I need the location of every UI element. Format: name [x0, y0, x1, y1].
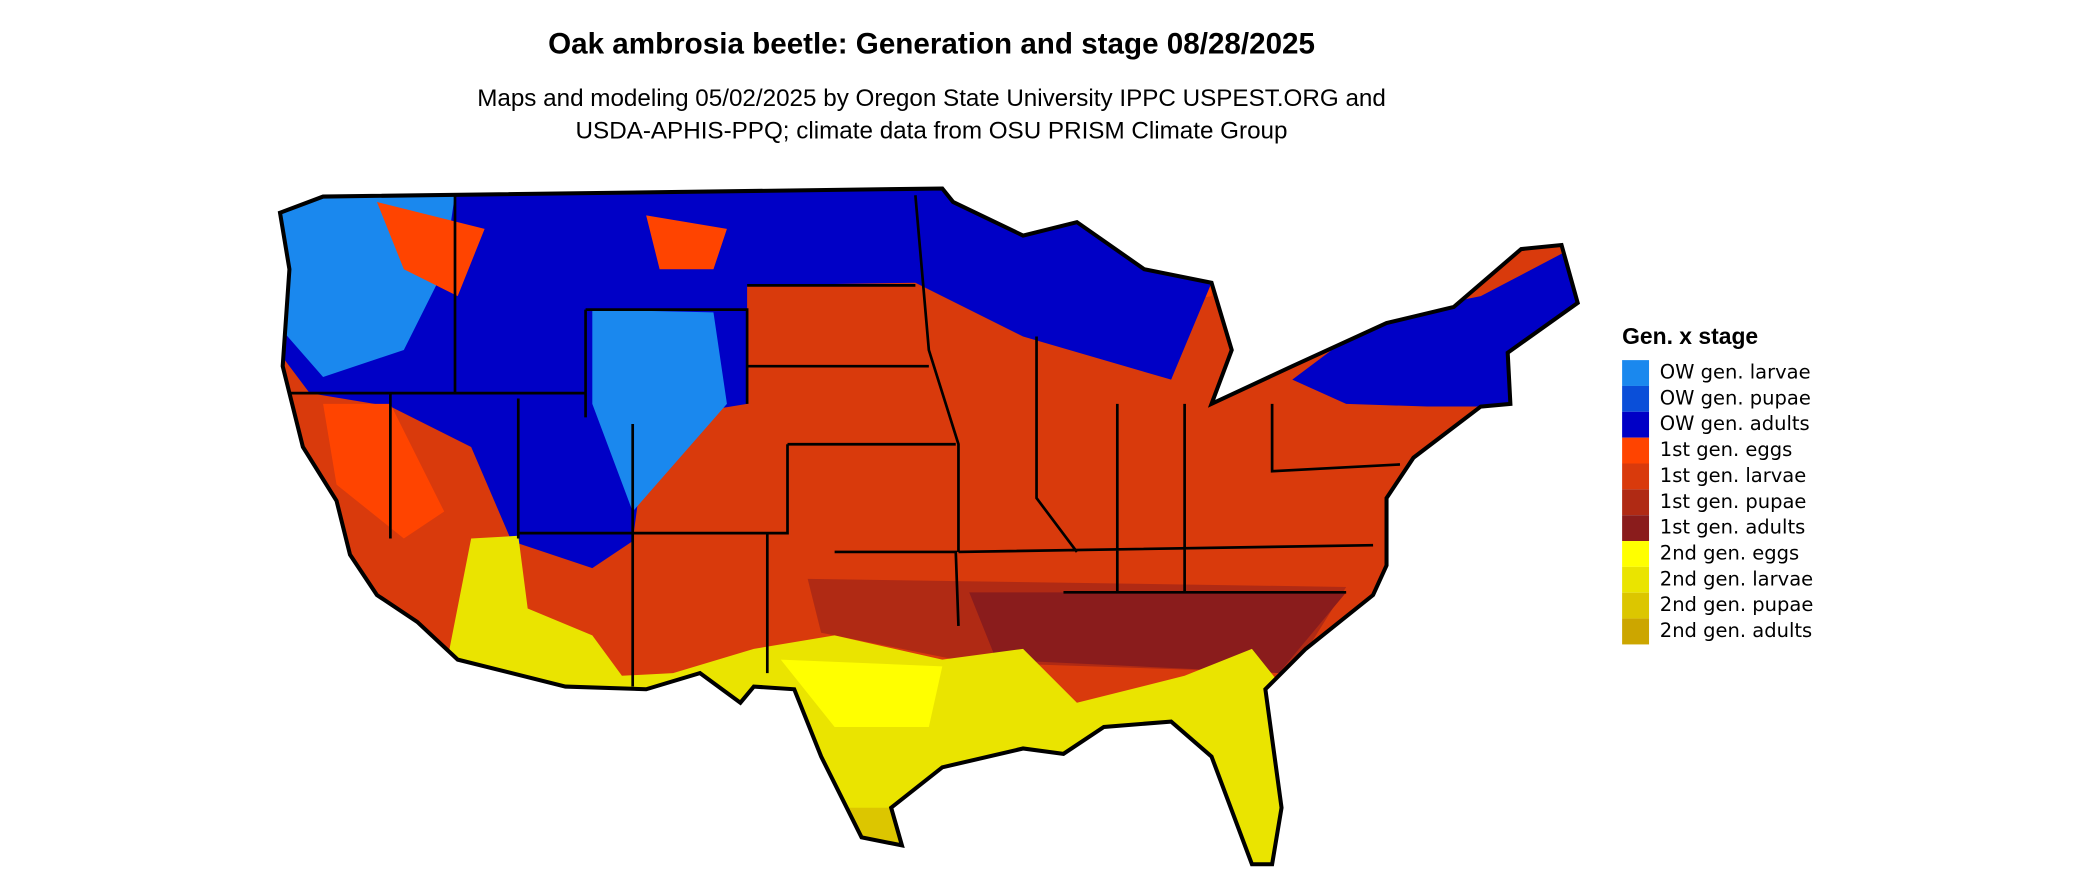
zone-1st-eggs-west	[323, 201, 727, 539]
legend-label: OW gen. pupae	[1660, 386, 1811, 409]
legend-swatch	[1622, 618, 1650, 645]
legend-label: OW gen. larvae	[1660, 361, 1811, 384]
legend-label: 1st gen. pupae	[1660, 490, 1807, 513]
zone-ow-adults-ne	[1292, 239, 1578, 407]
legend-label: 2nd gen. pupae	[1660, 593, 1814, 616]
legend-swatch	[1622, 360, 1650, 386]
legend-label: 2nd gen. larvae	[1660, 567, 1813, 590]
legend-label: 2nd gen. eggs	[1660, 541, 1799, 564]
legend-swatch	[1622, 541, 1650, 567]
legend-swatch	[1622, 437, 1650, 464]
legend-swatch	[1622, 592, 1650, 619]
legend-label: 1st gen. eggs	[1660, 438, 1792, 461]
legend-swatch	[1622, 463, 1650, 490]
zone-2nd-eggs	[780, 659, 943, 727]
map-title: Oak ambrosia beetle: Generation and stag…	[548, 28, 1315, 61]
legend-label: 1st gen. larvae	[1660, 464, 1806, 487]
legend-swatch	[1622, 515, 1650, 542]
map-subtitle: Maps and modeling 05/02/2025 by Oregon S…	[477, 85, 1386, 112]
legend-title: Gen. x stage	[1622, 323, 1758, 349]
legend-swatch	[1622, 411, 1650, 438]
legend-label: 1st gen. adults	[1660, 516, 1805, 539]
state-lines	[277, 186, 1581, 867]
map-subtitle: USDA-APHIS-PPQ; climate data from OSU PR…	[576, 117, 1288, 144]
map-area	[280, 188, 1578, 865]
legend-label: 2nd gen. adults	[1660, 619, 1812, 642]
legend-swatch	[1622, 489, 1650, 516]
zone-ow-larvae	[280, 188, 727, 512]
legend-label: OW gen. adults	[1660, 412, 1810, 435]
zone-2nd-pupae	[834, 807, 916, 865]
legend-swatch	[1622, 385, 1650, 412]
zone-ow-adults	[280, 188, 1212, 569]
legend-swatch	[1622, 566, 1650, 593]
